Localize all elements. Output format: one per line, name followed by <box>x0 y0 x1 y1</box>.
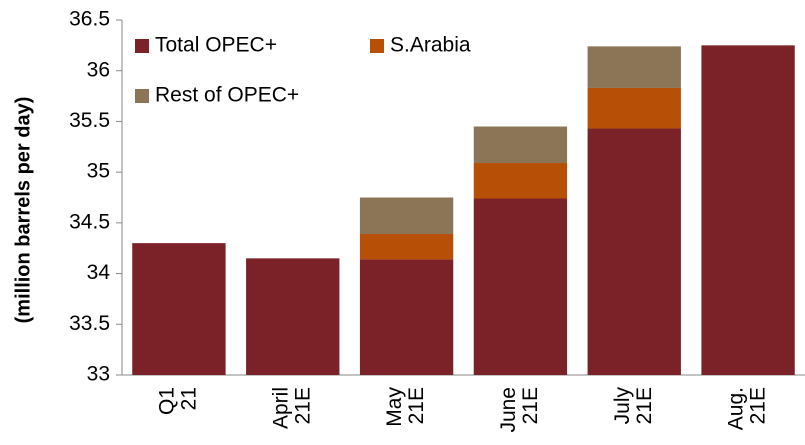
y-axis-label: (million barrels per day) <box>12 97 34 324</box>
bar-segment <box>587 46 681 88</box>
bar-segment <box>359 197 454 235</box>
legend-swatch <box>135 89 149 103</box>
y-tick-label: 36.5 <box>69 8 110 31</box>
legend-label: Total OPEC+ <box>155 34 277 57</box>
bar-segment <box>473 163 568 199</box>
legend-swatch <box>135 39 149 53</box>
bar-segment <box>587 87 681 129</box>
legend-label: S.Arabia <box>390 34 471 57</box>
legend-label: Rest of OPEC+ <box>155 84 299 107</box>
bar-segment <box>473 198 568 375</box>
y-tick-label: 34.5 <box>69 210 110 233</box>
x-tick-label: May <box>383 387 406 427</box>
x-tick-label: 21E <box>519 387 542 424</box>
x-tick-label: April <box>269 387 292 429</box>
x-tick-label: 21E <box>291 387 314 424</box>
bar-segment <box>132 243 226 375</box>
y-tick-label: 35.5 <box>69 109 110 132</box>
bar-segment <box>473 126 568 164</box>
x-tick-label: July <box>611 387 634 425</box>
x-tick-label: Aug. <box>725 387 748 430</box>
y-tick-label: 33 <box>87 363 110 386</box>
legend-swatch <box>370 39 384 53</box>
y-tick-label: 34 <box>87 261 111 284</box>
y-tick-label: 33.5 <box>69 312 110 335</box>
bar-segment <box>701 45 795 375</box>
bar-segment <box>246 258 340 375</box>
x-tick-label: 21 <box>177 387 200 410</box>
x-tick-label: 21E <box>747 387 770 424</box>
bar-segment <box>587 128 681 375</box>
x-tick-label: 21E <box>405 387 428 424</box>
x-tick-label: 21E <box>633 387 656 424</box>
x-tick-label: Q1 <box>155 387 178 415</box>
y-tick-label: 36 <box>87 58 110 81</box>
bar-segment <box>359 234 454 260</box>
y-tick-label: 35 <box>87 160 110 183</box>
bar-segment <box>359 259 454 375</box>
x-tick-label: June <box>497 387 520 433</box>
